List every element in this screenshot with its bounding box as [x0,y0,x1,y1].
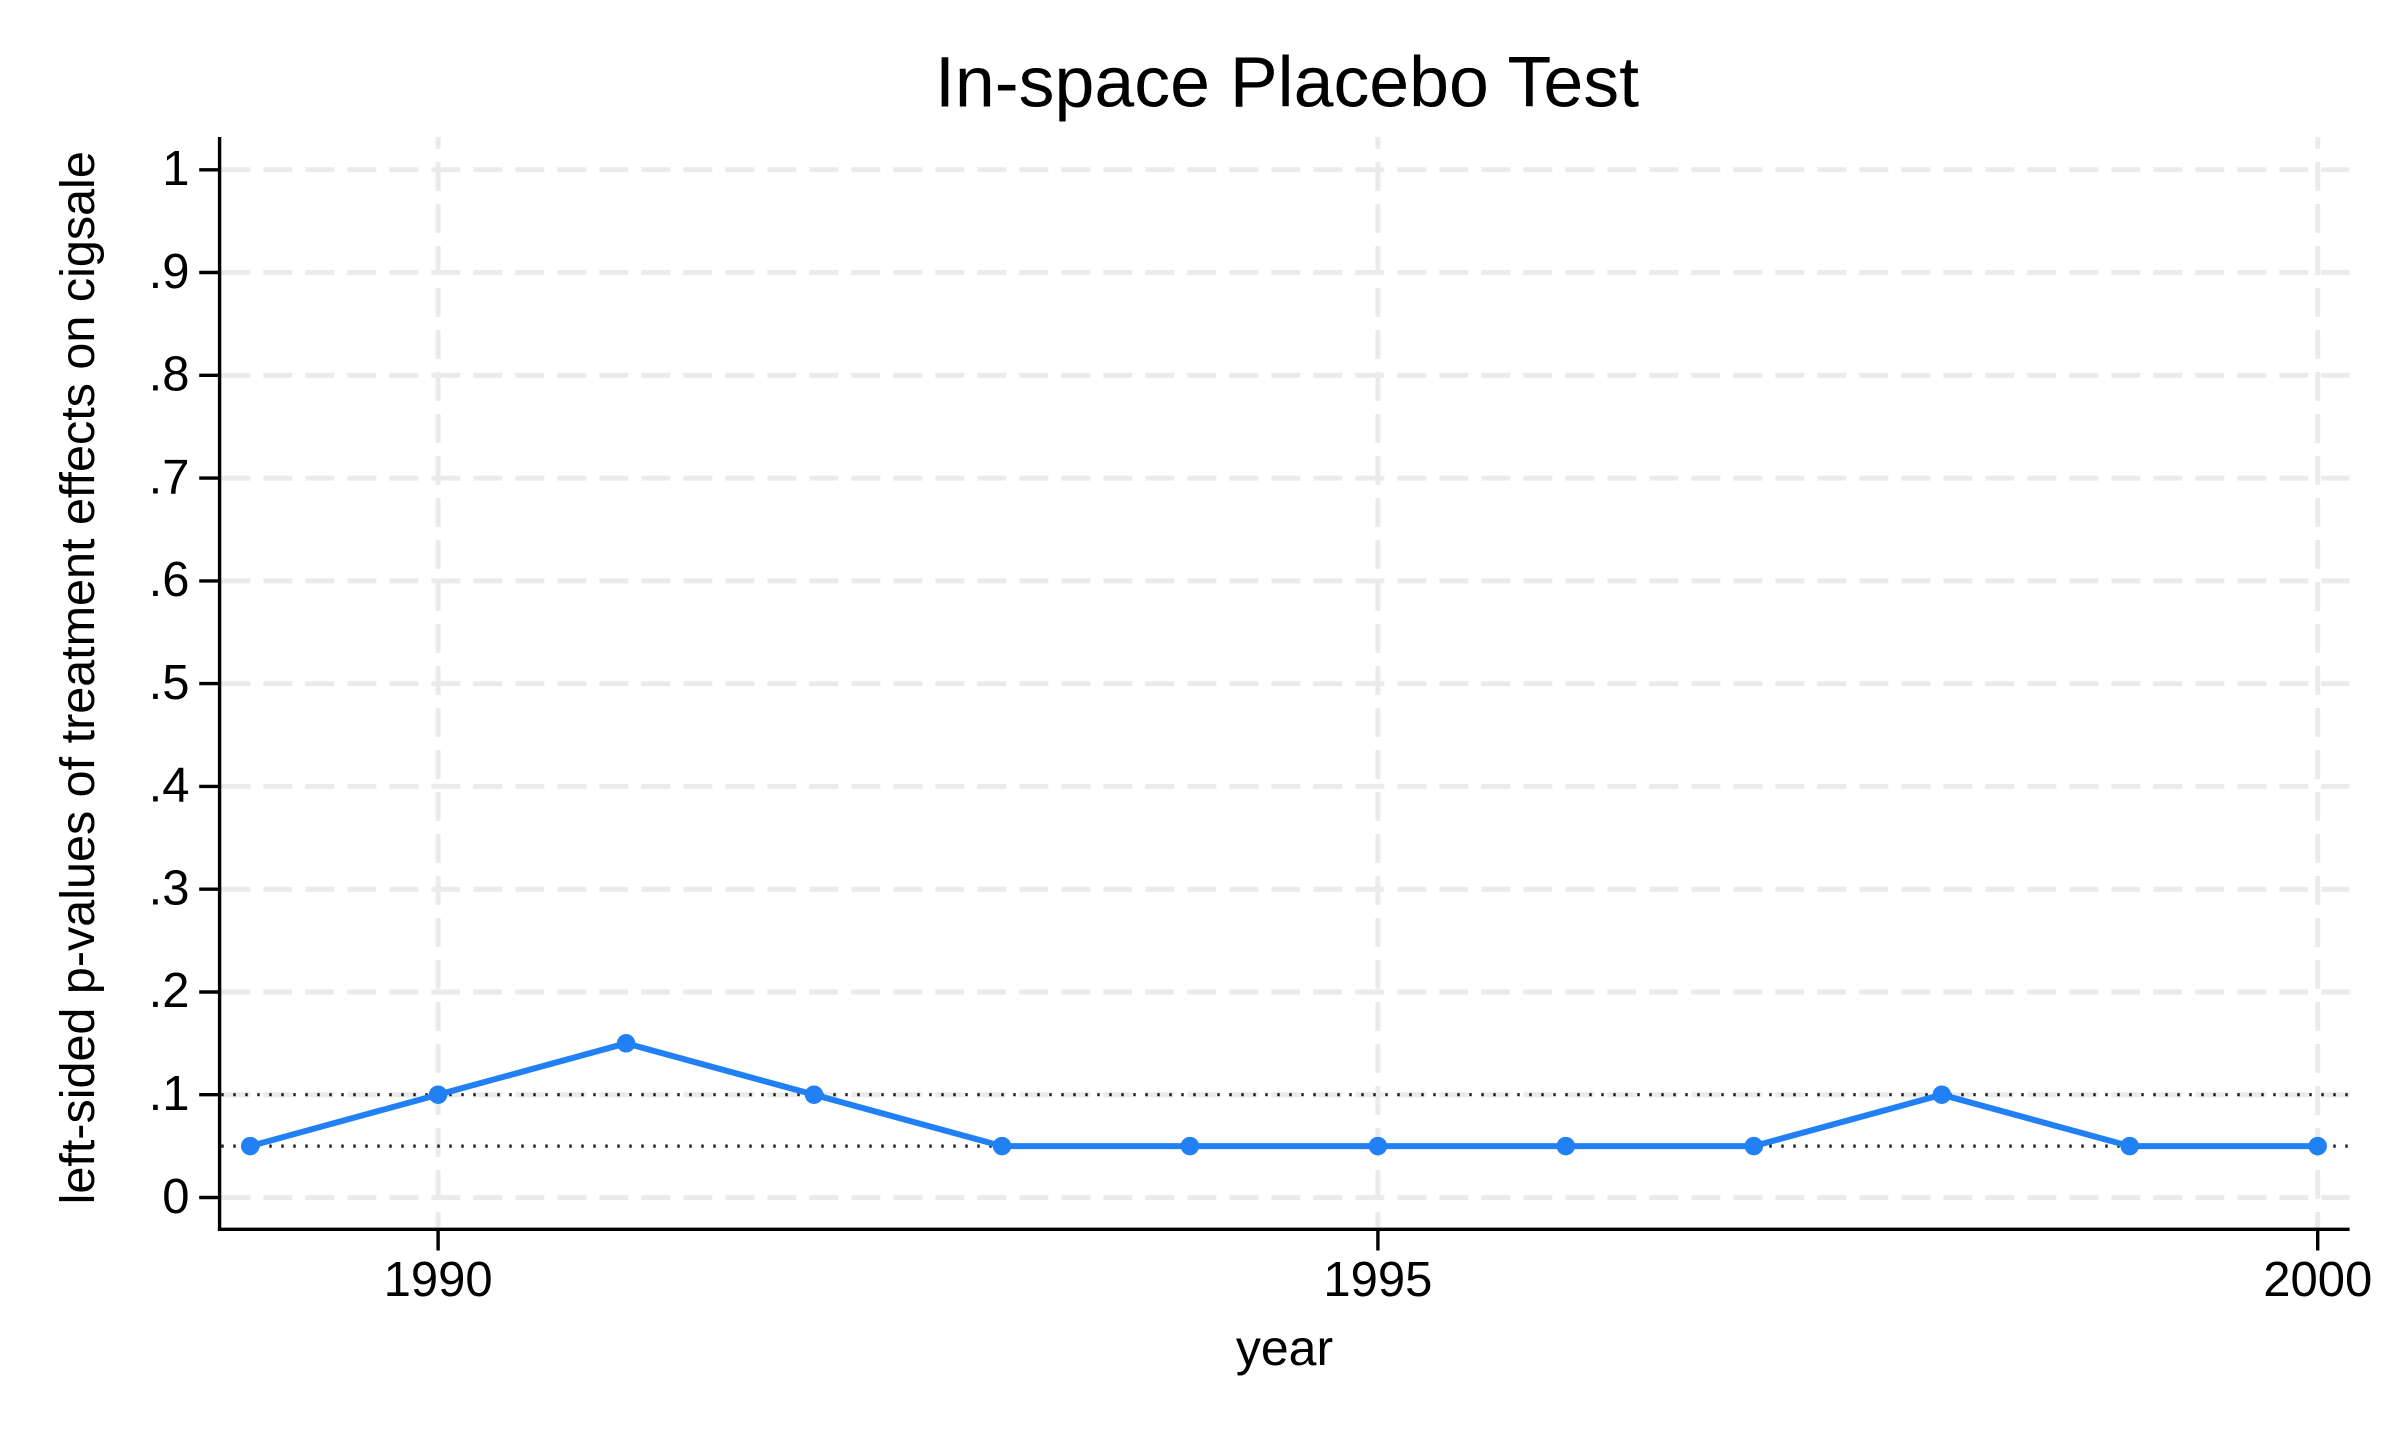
svg-text:.6: .6 [149,553,190,607]
svg-text:.1: .1 [149,1067,190,1121]
svg-text:year: year [1236,1320,1333,1376]
svg-text:.2: .2 [149,964,190,1018]
svg-text:.9: .9 [149,245,190,299]
svg-text:.4: .4 [149,759,190,813]
svg-text:2000: 2000 [2263,1253,2372,1307]
svg-text:1995: 1995 [1323,1253,1432,1307]
svg-text:.3: .3 [149,862,190,916]
svg-text:0: 0 [162,1170,189,1224]
svg-text:.8: .8 [149,348,190,402]
svg-text:.7: .7 [149,450,190,504]
svg-text:1990: 1990 [384,1253,493,1307]
svg-text:.5: .5 [149,656,190,710]
svg-text:In-space Placebo Test: In-space Placebo Test [935,43,1639,123]
svg-text:left-sided p-values of treatme: left-sided p-values of treatment effects… [51,151,105,1204]
svg-text:1: 1 [162,142,189,196]
